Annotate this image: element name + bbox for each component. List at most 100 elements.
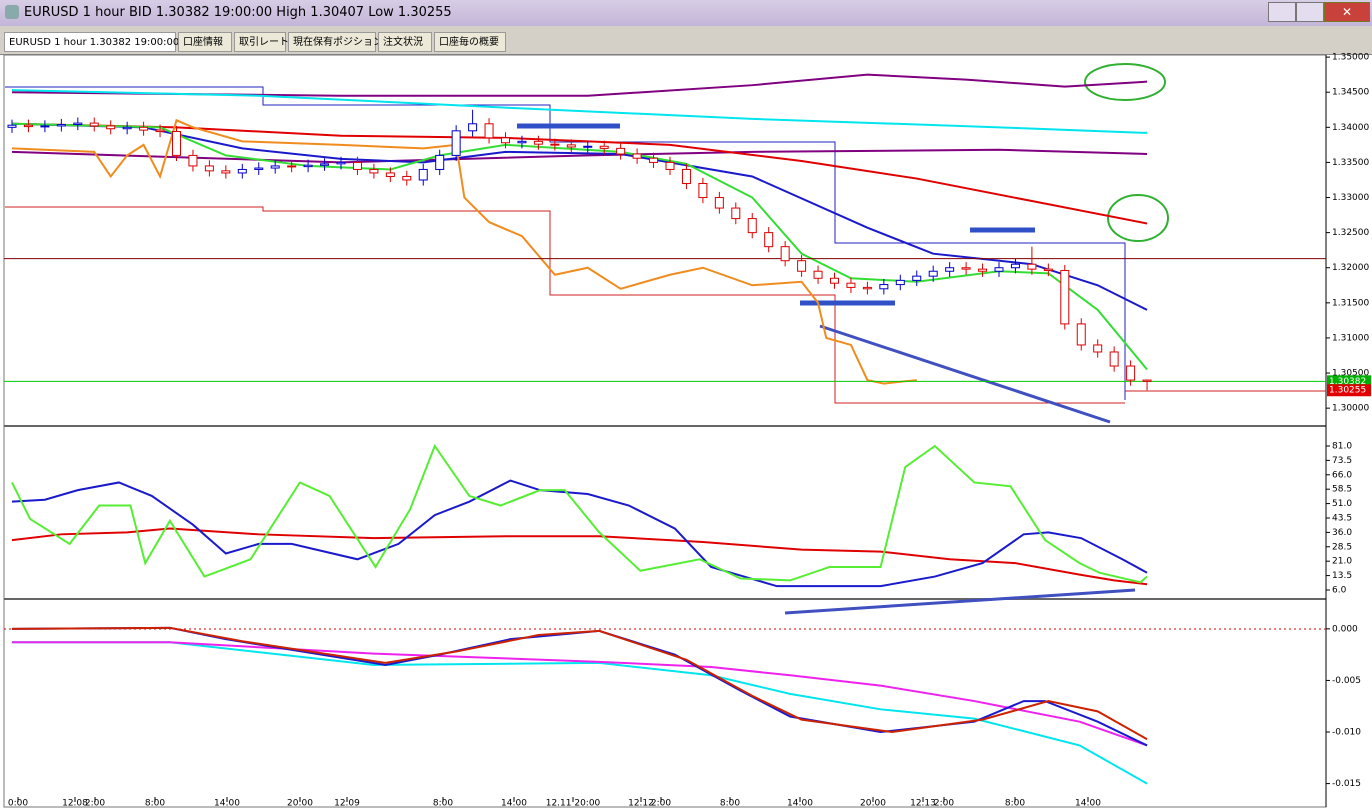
candle-body — [978, 268, 988, 272]
candle-body — [451, 130, 461, 156]
chart-frame — [3, 54, 1327, 808]
tab[interactable]: 口座情報 — [178, 32, 232, 52]
x-tick-label: 14:00 — [501, 799, 527, 809]
indicator-line — [11, 443, 1148, 584]
indicator-line — [11, 118, 917, 385]
candle-body — [385, 172, 395, 177]
range-box — [5, 86, 1126, 400]
x-tick-label: 14:00 — [1075, 799, 1101, 809]
x-tick-label: 2:00 — [651, 799, 671, 809]
x-tick-label: 12.11 20:00 — [546, 799, 601, 809]
candle-body — [1043, 268, 1053, 272]
trend-line — [819, 324, 1111, 424]
candle-body — [122, 126, 132, 130]
candle-body — [320, 163, 330, 166]
x-tick-label: 14:00 — [214, 799, 240, 809]
price-tag-label: 1.30255 — [1329, 386, 1366, 396]
tab[interactable]: 取引レート — [234, 32, 289, 52]
y-tick-label: -0.015 — [1332, 779, 1361, 789]
candle-body — [764, 232, 774, 248]
title-bar: EURUSD 1 hour BID 1.30382 19:00:00 High … — [0, 0, 1372, 26]
candle-body — [895, 279, 905, 286]
candle-body — [731, 207, 741, 220]
candle-body — [994, 267, 1004, 272]
candle-body — [221, 170, 231, 174]
tab[interactable]: 口座毎の概要 — [434, 32, 506, 52]
candle-body — [369, 168, 379, 174]
candle-body — [501, 137, 510, 144]
candle-body — [468, 123, 478, 132]
candle-body — [566, 144, 576, 148]
candle-body — [1010, 263, 1020, 269]
y-tick-label: 21.0 — [1332, 557, 1352, 567]
candle-body — [912, 275, 922, 281]
candle-body — [204, 165, 214, 172]
candle-body — [533, 140, 543, 145]
y-tick-label: 1.35000 — [1332, 53, 1369, 63]
candle-body — [1076, 323, 1086, 346]
y-tick-label: 73.5 — [1332, 456, 1352, 466]
candle-body — [1093, 344, 1103, 353]
candle-body — [303, 164, 313, 168]
highlight-ellipse — [1084, 63, 1166, 101]
y-tick-label: 1.32500 — [1332, 228, 1369, 238]
candle-body — [846, 282, 856, 288]
y-tick-label: 1.31000 — [1332, 333, 1369, 343]
candle-body — [336, 161, 346, 165]
candle-body — [155, 129, 165, 133]
candle-body — [254, 167, 264, 170]
candle-body — [747, 218, 757, 234]
candle-body — [813, 270, 823, 279]
x-tick-label: 0:00 — [8, 799, 28, 809]
candle-body — [56, 124, 66, 127]
tab[interactable]: 注文状況 — [378, 32, 432, 52]
candle-body — [23, 124, 33, 128]
candle-body — [172, 131, 181, 156]
y-tick-label: -0.005 — [1332, 676, 1361, 686]
x-tick-label: 2:00 — [85, 799, 105, 809]
y-tick-label: 1.30000 — [1332, 404, 1369, 414]
candle-body — [106, 125, 116, 130]
candle-body — [583, 145, 593, 148]
candle-body — [780, 246, 790, 262]
candle-body — [665, 161, 675, 170]
x-tick-label: 8:00 — [720, 799, 740, 809]
candle-body — [517, 140, 527, 144]
indicator-line — [11, 479, 1148, 588]
indicator-line — [11, 89, 1148, 134]
indicator-line — [11, 73, 1148, 97]
candle-body — [402, 175, 412, 181]
candle-body — [1109, 351, 1119, 367]
y-tick-label: 0.000 — [1332, 624, 1358, 634]
y-tick-label: 81.0 — [1332, 441, 1352, 451]
x-tick-label: 12.13 — [910, 799, 936, 809]
maximize-button[interactable] — [1296, 2, 1324, 22]
tab[interactable]: EURUSD 1 hour 1.30382 19:00:00 — [4, 32, 179, 52]
x-tick-label: 12.12 — [628, 799, 654, 809]
y-tick-label: 13.5 — [1332, 571, 1352, 581]
candle-body — [599, 145, 609, 149]
close-button[interactable]: ✕ — [1324, 2, 1370, 22]
range-box — [5, 206, 1125, 404]
x-tick-label: 12.08 — [62, 799, 88, 809]
candle-body — [435, 154, 445, 170]
indicator-line — [12, 641, 1148, 747]
x-tick-label: 8:00 — [145, 799, 165, 809]
candle-body — [1126, 365, 1136, 381]
y-tick-label: 1.34000 — [1332, 123, 1369, 133]
candle-body — [40, 125, 50, 128]
candle-body — [484, 123, 494, 139]
candle-body — [698, 182, 708, 199]
trend-line — [784, 588, 1136, 615]
tab[interactable]: 現在保有ポジション — [288, 32, 383, 52]
candle-body — [550, 143, 560, 146]
y-tick-label: 1.32000 — [1332, 263, 1369, 273]
candle-body — [681, 168, 691, 184]
candle-body — [7, 124, 17, 128]
minimize-button[interactable] — [1268, 2, 1296, 22]
candle-body — [237, 168, 247, 174]
candle-body — [879, 284, 889, 290]
price-tag-label: 1.30382 — [1329, 377, 1366, 387]
